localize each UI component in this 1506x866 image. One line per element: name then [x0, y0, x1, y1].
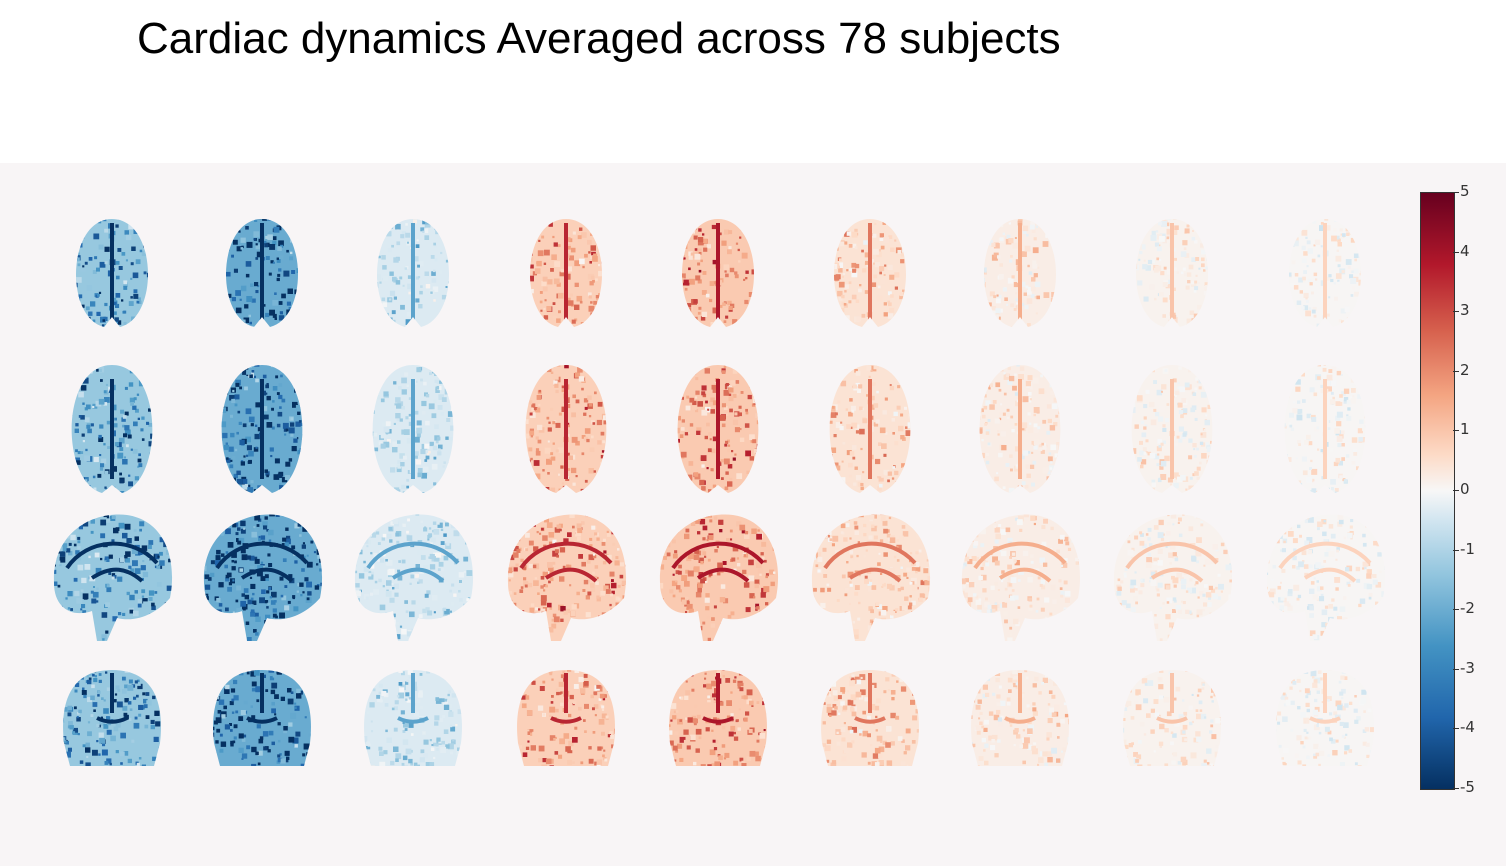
brain-slice-r1-c9 — [1288, 219, 1362, 327]
brain-slice-panel: 5 4 3 2 1 0 -1 -2 -3 -4 -5 — [0, 163, 1506, 866]
brain-slice-r1-c4 — [529, 219, 603, 327]
brain-texture — [372, 365, 454, 493]
colorbar-tick — [1453, 668, 1459, 670]
colorbar-tick-label: -5 — [1460, 778, 1475, 796]
colorbar-tick — [1453, 728, 1459, 730]
brain-slice-r1-c1 — [75, 219, 149, 327]
brain-outline — [517, 670, 615, 766]
colorbar-tick — [1453, 549, 1459, 551]
brain-texture — [364, 670, 462, 766]
brain-slice-r4-c9 — [1276, 670, 1374, 766]
colorbar-tick — [1453, 311, 1459, 313]
brain-slice-r3-c2 — [203, 514, 323, 641]
colorbar-tick — [1453, 788, 1459, 789]
brain-slice-r4-c1 — [63, 670, 161, 766]
brain-slice-r2-c4 — [525, 365, 607, 493]
brain-slice-r4-c2 — [213, 670, 311, 766]
brain-slice-r4-c8 — [1123, 670, 1221, 766]
brain-slice-r3-c4 — [507, 514, 627, 641]
colorbar-tick — [1453, 609, 1459, 611]
colorbar-tick-label: -4 — [1460, 718, 1475, 737]
colorbar-tick-label: -1 — [1460, 539, 1475, 558]
colorbar-tick — [1453, 490, 1459, 491]
brain-slice-r4-c5 — [669, 670, 767, 766]
brain-outline — [63, 670, 161, 766]
colorbar-tick-label: 1 — [1460, 420, 1470, 439]
brain-slice-r2-c1 — [71, 365, 153, 493]
brain-slice-r2-c5 — [677, 365, 759, 493]
brain-slice-r1-c7 — [983, 219, 1057, 327]
colorbar-tick — [1453, 251, 1459, 253]
brain-slice-r3-c8 — [1113, 514, 1233, 641]
brain-texture — [1123, 670, 1221, 766]
colorbar-tick — [1453, 430, 1459, 432]
brain-slice-r1-c3 — [376, 219, 450, 327]
colorbar-tick-label: 5 — [1460, 182, 1470, 200]
brain-slice-r4-c3 — [364, 670, 462, 766]
colorbar-tick — [1453, 192, 1459, 193]
brain-slice-r1-c6 — [833, 219, 907, 327]
brain-outline — [971, 670, 1069, 766]
brain-texture — [1288, 219, 1362, 327]
colorbar-tick-label: 4 — [1460, 241, 1470, 260]
brain-outline — [213, 670, 311, 766]
brain-slice-r2-c8 — [1131, 365, 1213, 493]
brain-outline — [1266, 514, 1386, 641]
brain-slice-r2-c6 — [829, 365, 911, 493]
colorbar-tick-label: -3 — [1460, 658, 1475, 677]
brain-slice-r3-c3 — [354, 514, 474, 641]
brain-slice-r3-c6 — [811, 514, 931, 641]
colorbar-tick-label: 3 — [1460, 301, 1470, 320]
brain-slice-r4-c7 — [971, 670, 1069, 766]
brain-slice-r2-c2 — [221, 365, 303, 493]
brain-slice-r1-c5 — [681, 219, 755, 327]
brain-texture — [971, 670, 1069, 766]
colorbar-tick — [1453, 370, 1459, 372]
brain-slice-r2-c7 — [979, 365, 1061, 493]
brain-slice-r4-c4 — [517, 670, 615, 766]
brain-texture — [517, 670, 615, 766]
brain-slice-r3-c1 — [53, 514, 173, 641]
figure-title: Cardiac dynamics Averaged across 78 subj… — [137, 14, 1061, 63]
brain-slice-r1-c2 — [225, 219, 299, 327]
brain-slice-r3-c7 — [961, 514, 1081, 641]
brain-slice-r1-c8 — [1135, 219, 1209, 327]
brain-slice-r2-c3 — [372, 365, 454, 493]
brain-slice-grid — [53, 219, 1386, 766]
brain-texture — [1113, 514, 1233, 641]
colorbar-tick-label: 2 — [1460, 360, 1470, 379]
brain-slice-r3-c5 — [659, 514, 779, 641]
colorbar — [1420, 192, 1455, 790]
brain-slice-r4-c6 — [821, 670, 919, 766]
brain-slice-r2-c9 — [1284, 365, 1366, 493]
brain-texture — [221, 365, 303, 493]
brain-texture — [1135, 219, 1209, 327]
colorbar-tick-label: -2 — [1460, 599, 1475, 618]
brain-slice-r3-c9 — [1266, 514, 1386, 641]
colorbar-tick-label: 0 — [1460, 480, 1470, 498]
